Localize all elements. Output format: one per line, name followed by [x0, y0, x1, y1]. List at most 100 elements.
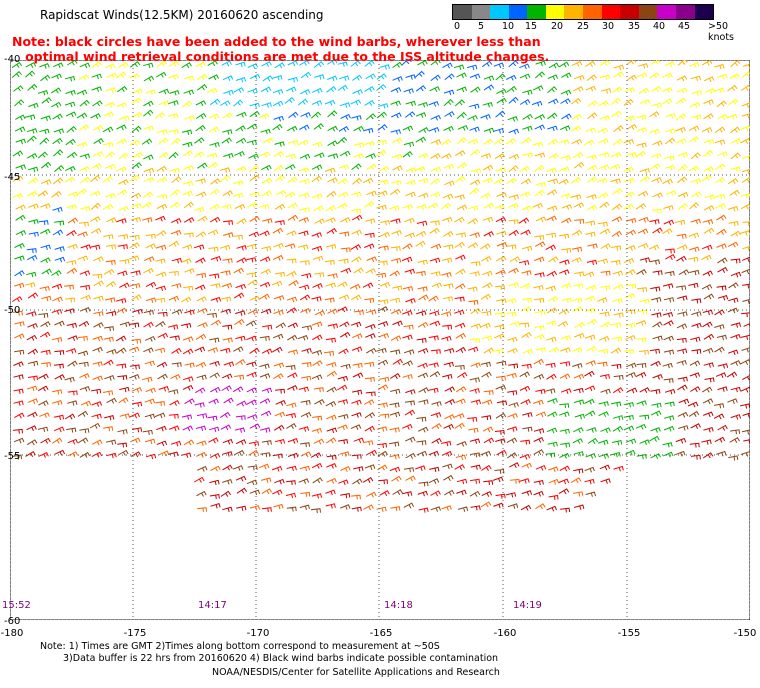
wind-barb [210, 465, 221, 472]
wind-barb [351, 229, 362, 236]
wind-barb [678, 269, 690, 276]
wind-barb [727, 398, 738, 404]
wind-barb [730, 386, 741, 393]
wind-barb [520, 283, 531, 290]
wind-barb [366, 163, 377, 171]
wind-barb [714, 403, 725, 409]
wind-barb [560, 335, 572, 341]
wind-barb [418, 507, 429, 513]
wind-barb [285, 480, 296, 486]
wind-barb [379, 231, 390, 238]
wind-barb [154, 112, 166, 119]
wind-barb [717, 73, 728, 80]
wind-barb [534, 114, 546, 120]
wind-barb [469, 103, 480, 110]
wind-barb [103, 426, 114, 432]
wind-barb [12, 175, 24, 182]
wind-barb [260, 245, 272, 252]
wind-barb [38, 220, 49, 226]
wind-barb [261, 507, 272, 513]
wind-barb [66, 322, 77, 329]
legend-swatch-8 [601, 5, 621, 19]
wind-barb [664, 401, 675, 407]
wind-barb [599, 311, 610, 317]
wind-barb [741, 347, 750, 353]
wind-barb [429, 466, 440, 473]
wind-barb [64, 75, 76, 82]
wind-barb [404, 232, 416, 239]
wind-barb [675, 437, 687, 444]
wind-barb [532, 85, 544, 92]
wind-barb [351, 399, 362, 406]
wind-barb [428, 335, 439, 341]
wind-barb [144, 398, 155, 405]
wind-barb [428, 387, 439, 394]
wind-barb [196, 83, 208, 91]
wind-barb [183, 439, 195, 446]
wind-barb [11, 71, 22, 78]
wind-barb [378, 299, 389, 305]
wind-barb [509, 478, 520, 484]
wind-barb [441, 505, 452, 511]
wind-barb [417, 101, 429, 108]
wind-barb [132, 152, 143, 159]
wind-barb [169, 167, 180, 174]
wind-barb [740, 84, 750, 92]
wind-barb [585, 491, 596, 497]
wind-barb [688, 136, 700, 143]
wind-barb [39, 412, 50, 418]
wind-barb [663, 425, 675, 432]
wind-barb [156, 176, 168, 183]
wind-barb [129, 364, 140, 370]
wind-barb [415, 85, 427, 92]
wind-barb [301, 272, 312, 279]
wind-barb [480, 243, 491, 250]
wind-barb [480, 501, 492, 508]
wind-barb [481, 310, 492, 316]
wind-barbs [11, 60, 750, 514]
wind-barb [730, 271, 742, 278]
wind-barb [586, 176, 598, 183]
wind-barb [741, 268, 750, 275]
wind-barb [469, 377, 480, 383]
wind-barb [271, 465, 283, 472]
wind-barb [28, 102, 39, 109]
wind-barb [41, 295, 52, 302]
wind-barb [14, 126, 26, 133]
wind-barb [470, 362, 481, 368]
wind-barb [535, 310, 546, 316]
wind-barb [325, 282, 336, 289]
wind-barb [337, 202, 348, 209]
wind-barb [40, 228, 51, 235]
wind-barb [312, 360, 323, 367]
wind-barb [690, 336, 701, 343]
wind-barb [534, 325, 545, 331]
wind-barb [298, 217, 310, 223]
wind-barb [91, 163, 102, 170]
wind-barb [715, 203, 726, 210]
wind-barb [570, 125, 582, 132]
wind-barb [89, 244, 101, 250]
wind-barb [521, 332, 532, 339]
pass-time-4: 14:19 [513, 600, 542, 611]
wind-barb [639, 168, 651, 174]
wind-barb [469, 271, 480, 277]
wind-barb [740, 386, 750, 393]
wind-barb [586, 204, 598, 211]
wind-barb [417, 362, 428, 369]
wind-barb [132, 308, 143, 315]
wind-barb [207, 312, 217, 318]
wind-barb [222, 129, 233, 135]
wind-barb [168, 389, 179, 395]
wind-barb [390, 100, 401, 107]
wind-barb [727, 178, 739, 185]
wind-barb [273, 362, 285, 369]
wind-barb [585, 231, 596, 238]
legend-swatch-9 [620, 5, 639, 19]
wind-barb [221, 137, 232, 144]
wind-barb [508, 202, 519, 209]
wind-barb [508, 363, 519, 369]
wind-barb [610, 152, 622, 159]
legend-swatch-5 [545, 5, 565, 19]
wind-barb [286, 296, 298, 303]
